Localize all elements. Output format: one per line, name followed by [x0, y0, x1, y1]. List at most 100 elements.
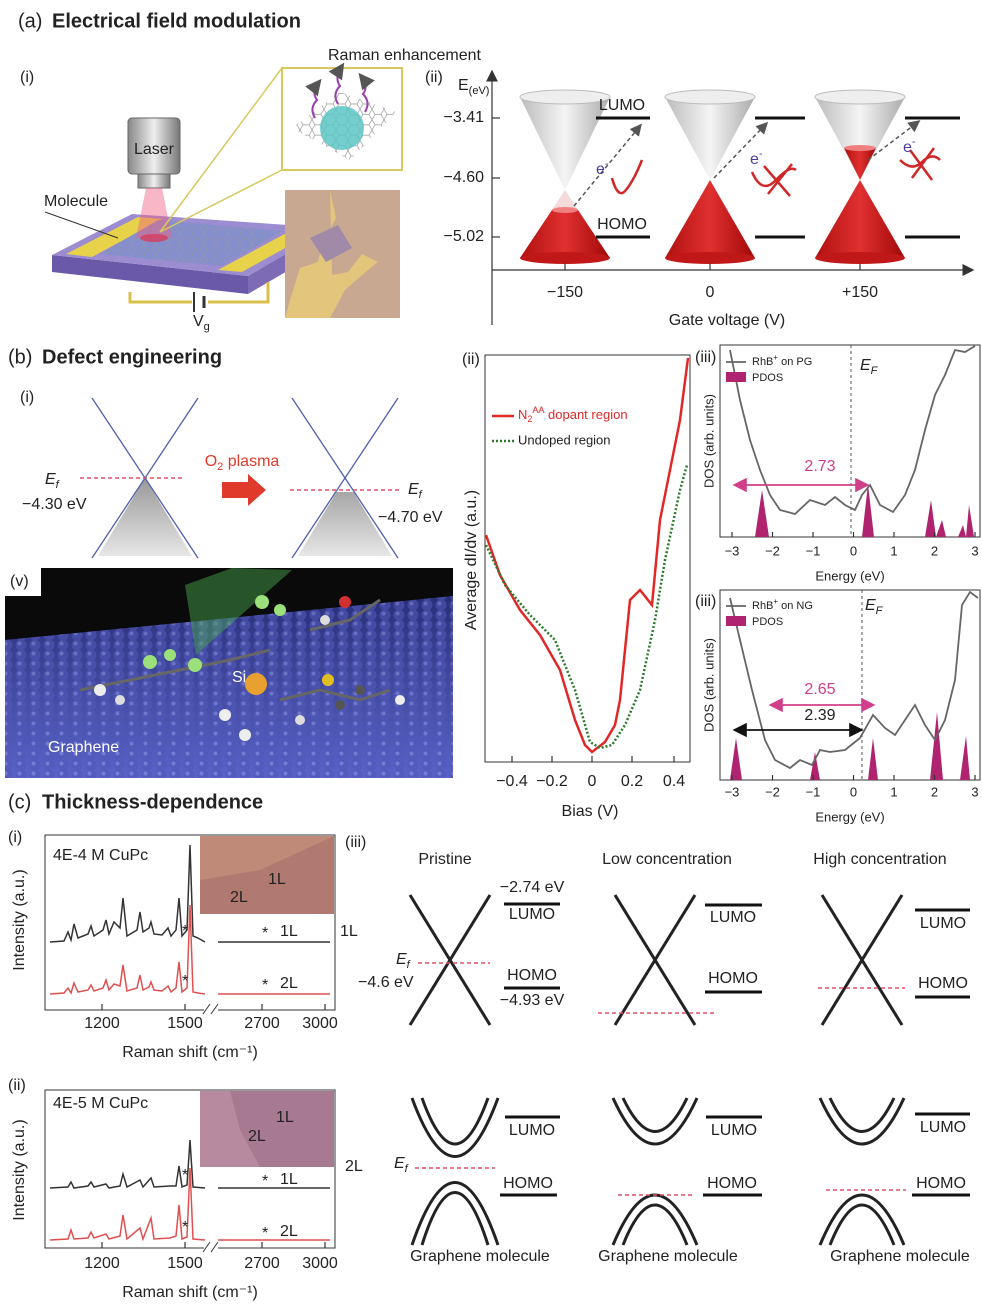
shape: [239, 729, 251, 741]
legend-label: RhB: [752, 356, 773, 368]
shape: [320, 615, 330, 625]
marker: *: [262, 1173, 268, 1190]
x-tick-label: +150: [842, 284, 878, 301]
label: Laser: [134, 141, 175, 158]
legend-swatch: [726, 372, 746, 382]
filled-cone: [815, 180, 905, 258]
x-tick-label: 0.2: [621, 773, 643, 790]
subpanel-label: (i): [20, 69, 34, 86]
label: O2 plasma: [205, 453, 280, 473]
axis-label: E: [458, 77, 469, 94]
forbidden-mark: [752, 164, 796, 196]
level-label: LUMO: [599, 97, 645, 114]
undoped-curve: [486, 465, 687, 748]
label: Ef: [45, 471, 60, 491]
electron: e-: [750, 148, 763, 168]
superscript: -: [912, 136, 916, 148]
label: Si: [232, 669, 246, 686]
shape: [164, 649, 176, 661]
caption: Graphene molecule: [830, 1248, 970, 1265]
y-tick-label: −5.02: [444, 228, 485, 245]
label: 2L: [248, 1128, 266, 1145]
shape: [188, 658, 202, 672]
filled-cone: [665, 180, 755, 258]
level-label: HOMO: [918, 975, 968, 992]
label: −4.30 eV: [22, 496, 87, 513]
label: EF: [860, 357, 879, 377]
subpanel-label: (iii): [695, 593, 716, 610]
axis-title: Intensity (a.u.): [11, 869, 28, 970]
shape: [322, 674, 334, 686]
level-label: HOMO: [707, 1175, 757, 1192]
x-tick-label: 0: [588, 773, 597, 790]
x-tick-label: 2700: [244, 1255, 280, 1272]
shape: [115, 695, 125, 705]
electron: e: [903, 139, 912, 156]
x-tick-label: −0.2: [536, 773, 568, 790]
label: Vg: [193, 313, 210, 333]
x-tick-label: 2: [931, 543, 938, 558]
legend-label: RhB+ on NG: [752, 597, 813, 612]
shape: [94, 684, 106, 696]
figure: (a) Electrical field modulation (i) Rama…: [0, 0, 982, 1306]
x-tick-label: −3: [725, 784, 740, 799]
x-tick-label: −1: [806, 543, 821, 558]
column-header: High concentration: [813, 851, 946, 868]
electron: e-: [596, 158, 609, 178]
shape: [143, 655, 157, 669]
subscript: g: [204, 321, 210, 333]
gap-label: 2.73: [804, 458, 835, 475]
leader-line: [45, 212, 118, 238]
level-label: LUMO: [711, 1122, 757, 1139]
energy-label: −4.6 eV: [358, 974, 414, 991]
gap-label: 2.65: [804, 681, 835, 698]
laser-beam: [136, 188, 172, 238]
legend-label: N2AA dopant region: [518, 405, 628, 424]
subscript: F: [876, 605, 884, 617]
legend-label: dopant region: [544, 407, 627, 422]
electron: e: [596, 161, 605, 178]
panel-title: Thickness-dependence: [42, 791, 263, 813]
axis-title: Raman shift (cm⁻¹): [122, 1044, 258, 1061]
label: E: [396, 951, 407, 968]
shape: [395, 695, 405, 705]
subscript: 2: [527, 414, 532, 424]
level-label: LUMO: [920, 915, 966, 932]
energy-label: −2.74 eV: [500, 879, 565, 896]
filled-band: [98, 478, 192, 556]
x-tick-label: 2700: [244, 1015, 280, 1032]
label: Ef: [408, 481, 423, 501]
axis-title: Bias (V): [562, 803, 619, 820]
caption: Graphene molecule: [598, 1248, 738, 1265]
subscript: f: [407, 959, 411, 971]
y-tick-label: −3.41: [444, 109, 485, 126]
row-label: 1L: [340, 923, 358, 940]
x-tick-label: −2: [765, 543, 780, 558]
sample-label: 4E-4 M CuPc: [53, 847, 148, 864]
bands: [820, 1098, 904, 1245]
cone-bottom: [665, 252, 755, 264]
axis-title: DOS (arb. units): [701, 394, 716, 488]
shape: [274, 604, 286, 616]
electron: e-: [903, 136, 916, 156]
x-tick-label: −2: [765, 784, 780, 799]
label: −4.70 eV: [378, 509, 443, 526]
label: Molecule: [44, 193, 108, 210]
subpanel-label: (ii): [8, 1077, 26, 1094]
fermi-surface: [552, 207, 578, 213]
marker: *: [182, 1167, 188, 1184]
cone-top: [520, 90, 610, 104]
x-tick-label: 0: [850, 784, 857, 799]
x-tick-label: 1500: [167, 1255, 203, 1272]
label: Graphene: [48, 739, 119, 756]
axis-title: Average dI/dv (a.u.): [463, 490, 480, 630]
subpanel-label: (ii): [425, 69, 443, 86]
label: O: [205, 453, 217, 470]
bands: [412, 1098, 498, 1245]
label: 2L: [230, 889, 248, 906]
panel-title: Electrical field modulation: [52, 10, 301, 32]
panel-label: (a): [18, 10, 42, 32]
level-label: LUMO: [509, 906, 555, 923]
x-tick-label: −0.4: [496, 773, 528, 790]
x-tick-label: 1: [890, 784, 897, 799]
